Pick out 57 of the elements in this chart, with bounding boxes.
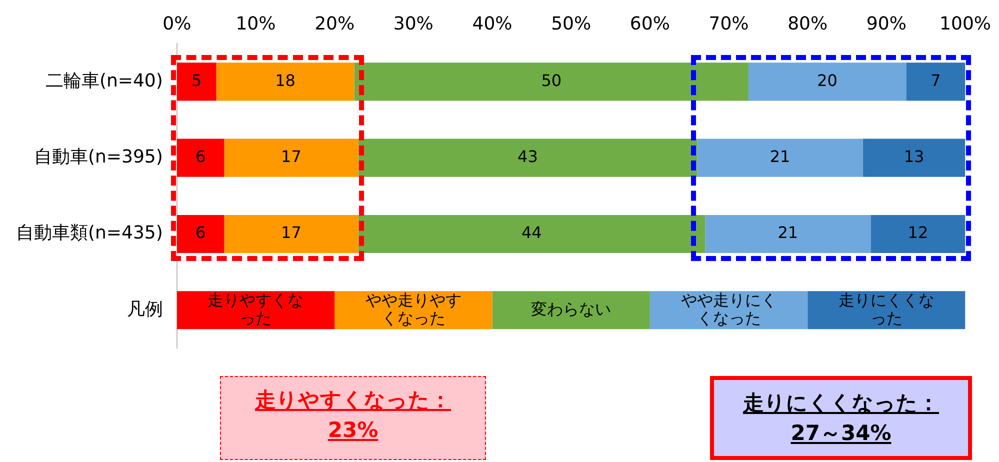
x-tick-label: 40% <box>472 13 512 34</box>
bar <box>808 291 966 330</box>
x-tick-label: 20% <box>314 13 355 34</box>
data-label: 17 <box>281 223 302 242</box>
data-label: 7 <box>930 70 941 90</box>
x-tick-label: 100% <box>940 13 992 34</box>
text: 走りやすくなった： 23% <box>220 376 486 460</box>
bar <box>216 62 354 101</box>
bar <box>870 214 966 254</box>
x-tick-label: 90% <box>866 13 906 34</box>
data-label: やや走りにくくなった <box>680 290 777 328</box>
bar <box>705 214 871 254</box>
bar <box>358 214 706 254</box>
bar <box>697 138 863 177</box>
data-label: 18 <box>275 70 296 90</box>
bar <box>176 214 224 254</box>
data-label: 20 <box>817 70 838 90</box>
data-label: 走りやすくなった <box>208 290 304 328</box>
bar <box>176 138 224 177</box>
bar <box>176 291 335 330</box>
data-label: 44 <box>521 223 542 242</box>
bar <box>358 138 698 177</box>
bar <box>176 62 216 101</box>
data-label: 50 <box>541 70 562 90</box>
data-label: 走りにくくなった <box>838 290 934 328</box>
bar <box>906 62 966 101</box>
data-label: 6 <box>195 223 206 242</box>
bar <box>650 291 808 330</box>
y-tick-label: 二輪車(n=40) <box>45 70 163 92</box>
x-tick-label: 30% <box>393 13 434 34</box>
x-tick-label: 80% <box>788 13 828 34</box>
data-label: 13 <box>904 146 924 166</box>
x-tick-label: 0% <box>162 13 192 34</box>
y-tick-label: 自動車類(n=435) <box>16 222 163 244</box>
bar <box>224 214 358 254</box>
bar <box>224 138 358 177</box>
data-label: 21 <box>778 223 798 242</box>
bar <box>354 62 748 101</box>
data-label: 5 <box>192 70 202 90</box>
data-label: 6 <box>195 146 206 166</box>
y-tick-label: 凡例 <box>126 298 163 320</box>
bar <box>492 291 650 330</box>
data-label: 12 <box>908 223 928 242</box>
data-label: やや走りやすくなった <box>365 290 462 328</box>
data-label: 43 <box>518 146 538 166</box>
data-label: 変わらない <box>531 299 612 318</box>
data-label: 17 <box>281 146 302 166</box>
x-tick-label: 10% <box>236 13 276 34</box>
x-tick-label: 50% <box>551 13 592 34</box>
x-tick-label: 60% <box>630 13 670 34</box>
y-tick-label: 自動車(n=395) <box>34 146 163 168</box>
bar <box>748 62 906 101</box>
data-label: 21 <box>770 146 790 166</box>
bar <box>862 138 966 177</box>
text: 走りにくくなった： 27～34% <box>710 376 972 460</box>
x-tick-label: 70% <box>708 13 749 34</box>
bar <box>334 291 492 330</box>
